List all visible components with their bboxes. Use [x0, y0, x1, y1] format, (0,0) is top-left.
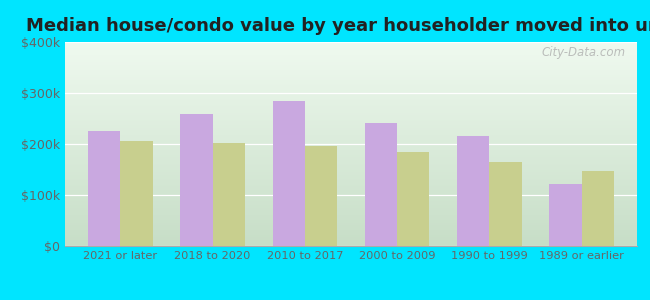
Bar: [120, 141, 153, 246]
Bar: [582, 170, 614, 246]
Bar: [213, 143, 245, 246]
Bar: [457, 136, 489, 246]
Bar: [272, 100, 305, 246]
Bar: [365, 123, 397, 246]
Bar: [549, 184, 582, 246]
Text: City-Data.com: City-Data.com: [541, 46, 625, 59]
Bar: [180, 114, 213, 246]
Title: Median house/condo value by year householder moved into unit: Median house/condo value by year househo…: [26, 17, 650, 35]
Bar: [397, 152, 430, 246]
Legend: Hinton, Iowa: Hinton, Iowa: [263, 298, 439, 300]
Bar: [305, 146, 337, 246]
Bar: [489, 162, 522, 246]
Bar: [88, 131, 120, 246]
